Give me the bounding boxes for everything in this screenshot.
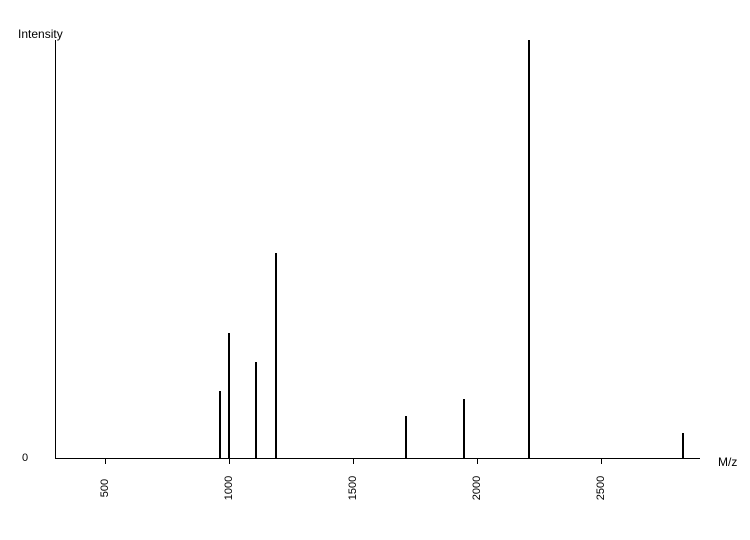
y-axis-line [55,40,56,458]
x-tick-mark [601,458,602,464]
x-tick-label: 2500 [595,473,607,503]
y-zero-label: 0 [22,452,28,464]
x-axis-line [55,458,700,459]
y-axis-label: Intensity [18,27,63,41]
mass-peak [405,416,407,458]
x-tick-label: 2000 [471,473,483,503]
x-tick-label: 1000 [223,473,235,503]
mass-peak [528,40,530,458]
x-axis-label: M/z [718,455,737,469]
x-tick-label: 500 [99,473,111,503]
x-tick-mark [477,458,478,464]
mass-peak [219,391,221,458]
mass-spectrum-chart: Intensity M/z 0 500 1000 1500 2000 2500 [0,0,750,540]
mass-peak [228,333,230,458]
x-tick-mark [105,458,106,464]
mass-peak [682,433,684,458]
mass-peak [275,253,277,458]
mass-peak [463,399,465,458]
x-tick-mark [353,458,354,464]
x-tick-mark [229,458,230,464]
mass-peak [255,362,257,458]
x-tick-label: 1500 [347,473,359,503]
